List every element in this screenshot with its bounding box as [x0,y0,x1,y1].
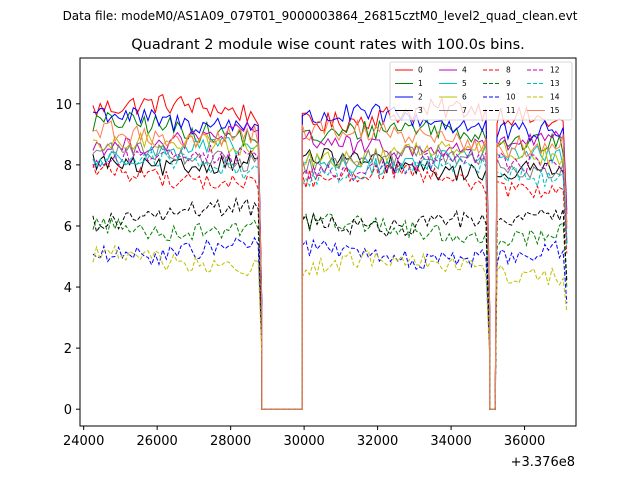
legend-label-14: 14 [550,93,560,102]
legend-label-10: 10 [506,93,516,102]
legend-label-4: 4 [462,66,467,75]
y-tick-label: 2 [64,342,72,357]
legend-box [389,61,573,121]
legend-label-13: 13 [550,79,560,88]
x-axis: 24000 26000 28000 30000 32000 34000 36000 [63,426,545,449]
x-tick-label: 26000 [136,434,177,449]
y-tick-label: 4 [64,281,72,296]
legend-label-5: 5 [462,79,467,88]
chart-title: Quadrant 2 module wise count rates with … [131,37,525,53]
legend-label-2: 2 [418,93,423,102]
y-tick-label: 0 [64,403,72,418]
x-tick-label: 30000 [283,434,324,449]
legend-label-9: 9 [506,79,511,88]
series-line-12 [92,144,568,410]
axes-frame [79,57,577,427]
series-layer [92,93,568,410]
legend-label-0: 0 [418,66,423,75]
x-tick-label: 24000 [63,434,104,449]
x-axis-offset-label: +3.376e8 [511,455,575,470]
series-line-11 [92,196,568,410]
figure-suptitle: Data file: modeM0/AS1A09_079T01_90000038… [63,9,578,23]
series-line-15 [92,118,568,410]
x-tick-label: 28000 [210,434,251,449]
x-tick-label: 36000 [504,434,545,449]
x-tick-label: 32000 [357,434,398,449]
legend-label-3: 3 [418,106,423,115]
y-axis: 0 2 4 6 8 10 [55,98,80,418]
legend-label-11: 11 [506,106,516,115]
legend-label-6: 6 [462,93,467,102]
y-tick-label: 6 [64,220,72,235]
legend-label-8: 8 [506,66,511,75]
legend-label-12: 12 [550,66,560,75]
x-tick-label: 34000 [430,434,471,449]
y-tick-label: 10 [55,98,72,113]
legend-label-7: 7 [462,106,467,115]
legend-label-15: 15 [550,106,560,115]
series-line-10 [92,236,568,410]
legend-label-1: 1 [418,79,423,88]
y-tick-label: 8 [64,159,72,174]
